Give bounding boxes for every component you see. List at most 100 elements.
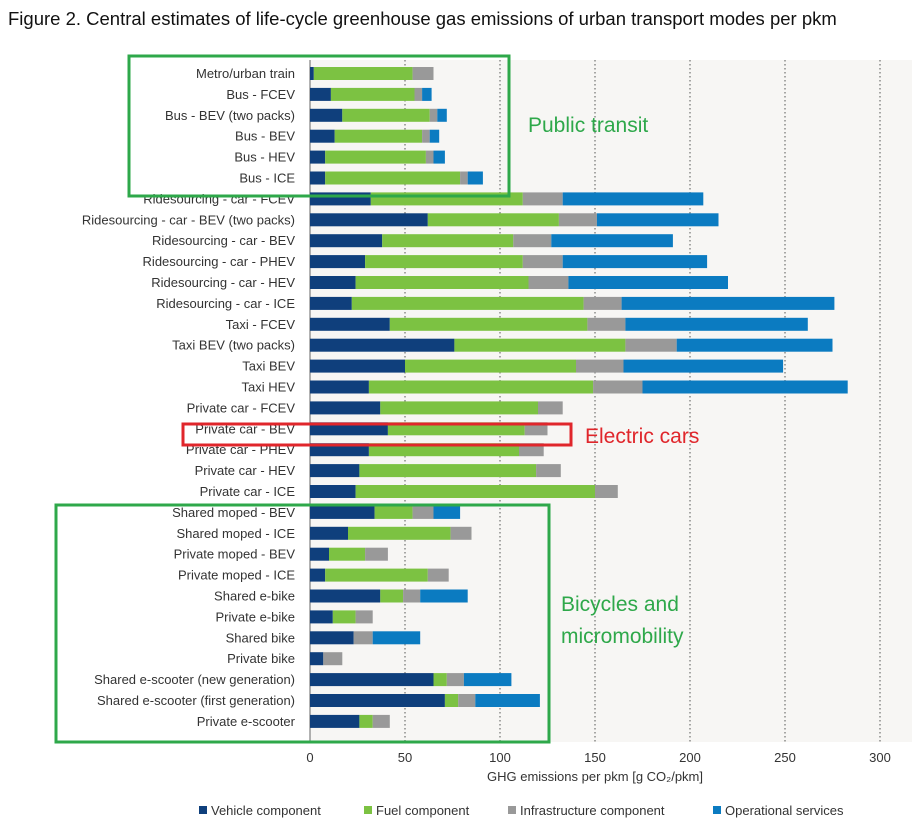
category-label: Shared e-scooter (first generation) [97, 693, 295, 708]
category-label: Shared e-bike [214, 589, 295, 604]
bar-segment-2-23 [365, 547, 388, 561]
bar-segment-0-2 [310, 108, 343, 122]
category-label: Bus - BEV (two packs) [165, 108, 295, 123]
micromobility-box [54, 503, 551, 744]
bars [310, 67, 848, 728]
public-transit-label: Public transit [528, 114, 648, 137]
category-label: Shared moped - ICE [176, 526, 295, 541]
x-tick-label-5: 250 [774, 750, 796, 765]
bar-segment-2-8 [513, 234, 552, 248]
bar-segment-3-5 [467, 171, 483, 185]
bar-segment-1-12 [389, 317, 588, 331]
bar-segment-2-24 [427, 568, 449, 582]
x-axis-ticks: 0 50 100 150 200 250 300 [306, 750, 890, 765]
bar-segment-2-21 [412, 505, 434, 519]
x-tick-label-3: 150 [584, 750, 606, 765]
category-label: Ridesourcing - car - HEV [151, 275, 295, 290]
bar-segment-0-1 [310, 87, 331, 101]
bar-segment-0-22 [310, 526, 348, 540]
bar-segment-1-8 [382, 234, 514, 248]
bar-segment-1-11 [351, 296, 584, 310]
bar-segment-2-12 [587, 317, 626, 331]
bar-segment-0-27 [310, 631, 354, 645]
x-tick-label-0: 0 [306, 750, 313, 765]
bar-segment-3-15 [642, 380, 848, 394]
bar-segment-0-30 [310, 694, 445, 707]
category-label: Taxi BEV (two packs) [172, 338, 295, 353]
category-label: Metro/urban train [196, 66, 295, 81]
bar-segment-0-3 [310, 129, 335, 143]
bar-segment-0-11 [310, 296, 352, 310]
bar-segment-0-13 [310, 338, 455, 352]
bar-segment-0-28 [310, 652, 324, 666]
bar-segment-0-17 [310, 422, 388, 436]
category-label: Private e-bike [216, 609, 295, 624]
legend-swatch-0 [199, 806, 207, 814]
bar-segment-2-14 [576, 359, 624, 373]
category-label: Private car - FCEV [187, 400, 296, 415]
bar-segment-0-29 [310, 673, 434, 687]
legend-swatch-2 [508, 806, 516, 814]
bar-segment-3-21 [433, 505, 461, 519]
electric-cars-label: Electric cars [585, 425, 699, 448]
x-axis-title: GHG emissions per pkm [g CO₂/pkm] [487, 769, 703, 784]
bar-segment-3-11 [621, 296, 835, 310]
bar-segment-1-14 [405, 359, 576, 373]
bar-segment-1-29 [433, 673, 447, 687]
x-tick-label-1: 50 [398, 750, 412, 765]
bar-segment-3-30 [475, 694, 540, 707]
bar-segment-0-8 [310, 234, 383, 248]
bar-segment-0-23 [310, 547, 329, 561]
bar-segment-0-21 [310, 505, 375, 519]
bar-segment-1-16 [380, 401, 538, 415]
bar-segment-2-19 [536, 464, 561, 478]
bar-segment-0-19 [310, 464, 360, 478]
bar-segment-2-26 [355, 610, 373, 624]
bar-segment-1-21 [374, 505, 413, 519]
legend: Vehicle component Fuel component Infrastru… [199, 803, 844, 818]
bar-segment-0-25 [310, 589, 381, 603]
bar-segment-3-3 [429, 129, 440, 143]
category-label: Private car - ICE [200, 484, 296, 499]
micromobility-label-line2: micromobility [561, 625, 684, 648]
bar-segment-2-16 [538, 401, 563, 415]
x-tick-label-4: 200 [679, 750, 701, 765]
bar-segment-0-14 [310, 359, 405, 373]
bar-segment-1-13 [454, 338, 626, 352]
category-label: Private moped - BEV [174, 547, 296, 562]
bar-segment-3-29 [463, 673, 512, 687]
category-label: Ridesourcing - car - FCEV [143, 191, 295, 206]
category-label: Ridesourcing - car - PHEV [143, 254, 296, 269]
x-tick-label-2: 100 [489, 750, 511, 765]
bar-segment-2-27 [353, 631, 373, 645]
bar-segment-0-15 [310, 380, 369, 394]
bar-segment-1-31 [359, 714, 373, 728]
bar-segment-1-6 [370, 192, 523, 206]
bar-segment-1-26 [332, 610, 356, 624]
bar-segment-3-4 [433, 150, 445, 164]
legend-swatch-3 [713, 806, 721, 814]
category-label: Shared e-scooter (new generation) [94, 672, 295, 687]
bar-segment-1-25 [380, 589, 404, 603]
bar-segment-0-4 [310, 150, 326, 164]
bar-segment-1-1 [330, 87, 415, 101]
category-label: Ridesourcing - car - BEV (two packs) [82, 212, 295, 227]
bar-segment-2-1 [414, 87, 423, 101]
category-label: Taxi - FCEV [226, 317, 296, 332]
bar-segment-1-4 [325, 150, 426, 164]
bar-segment-1-20 [355, 485, 595, 498]
bar-segment-2-6 [522, 192, 563, 206]
bar-segment-2-15 [593, 380, 643, 394]
bar-segment-1-22 [348, 526, 451, 540]
bar-segment-3-27 [372, 631, 421, 645]
bar-segment-1-0 [313, 67, 413, 80]
bar-segment-2-11 [583, 296, 622, 310]
bar-segment-2-3 [422, 129, 430, 143]
public-transit-box [127, 54, 511, 198]
bar-segment-1-9 [365, 255, 523, 269]
category-label: Private bike [227, 651, 295, 666]
category-label: Taxi HEV [242, 380, 296, 395]
bar-segment-1-2 [342, 108, 430, 122]
bar-segment-0-16 [310, 401, 381, 415]
category-label: Private moped - ICE [178, 568, 295, 583]
